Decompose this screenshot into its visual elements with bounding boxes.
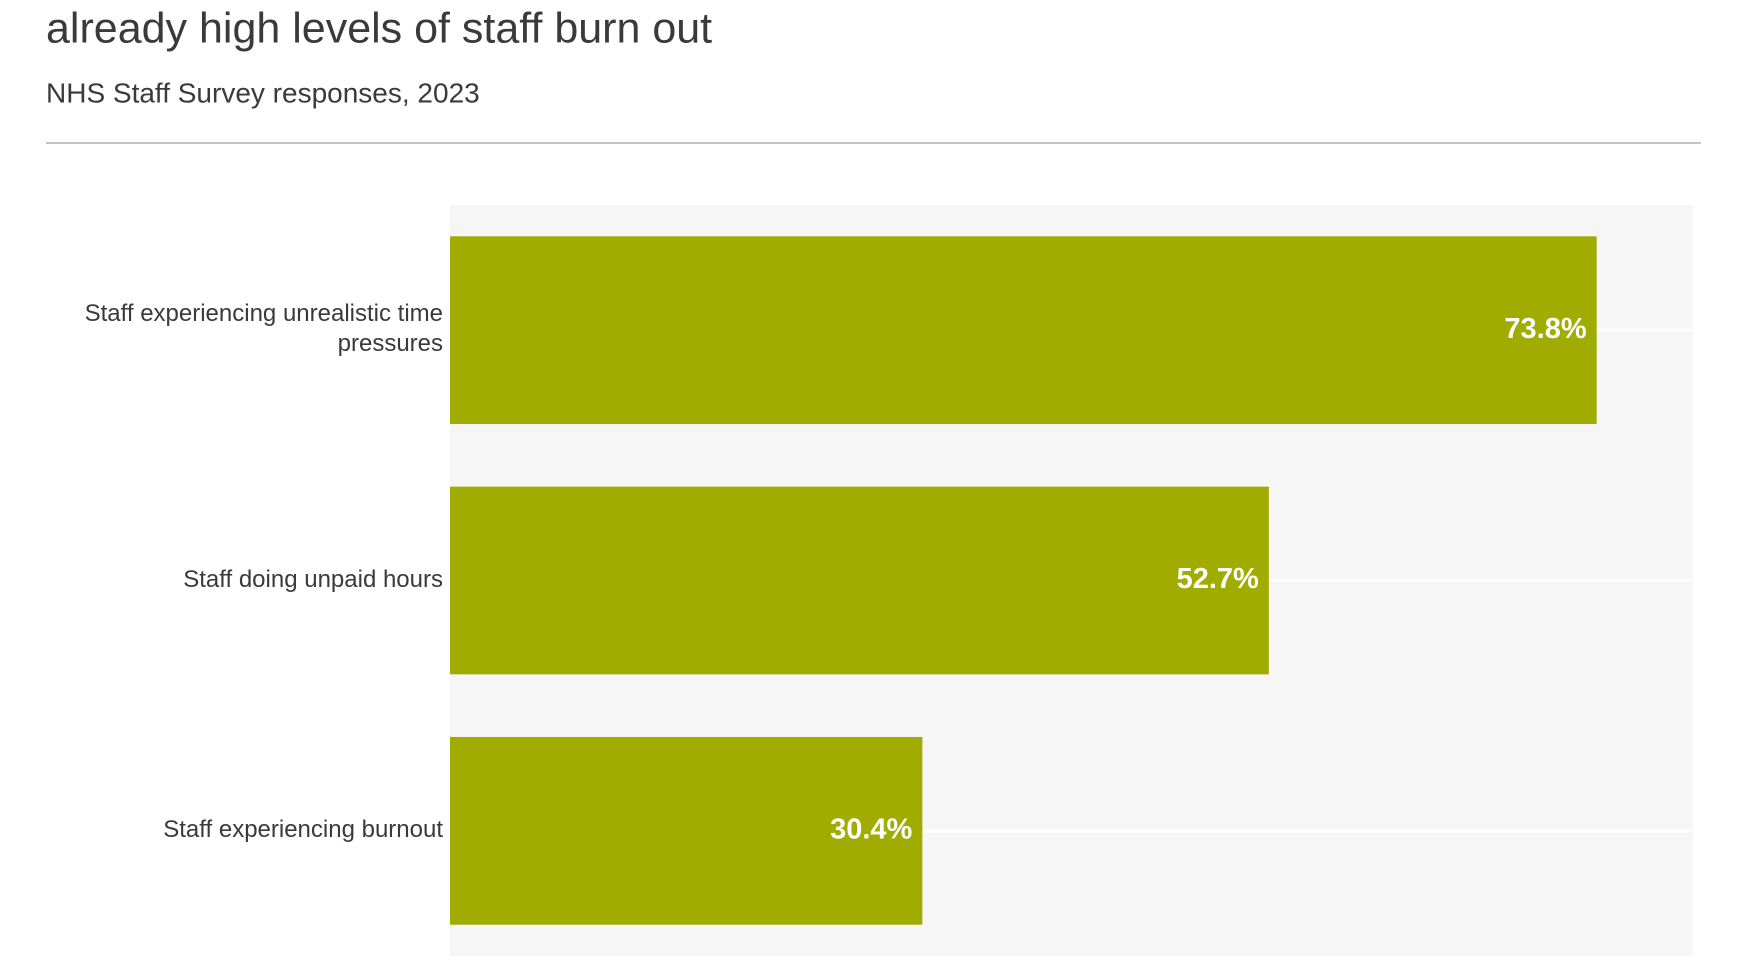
chart-title: already high levels of staff burn out (46, 4, 712, 52)
bar (450, 486, 1269, 675)
value-label: 73.8% (1504, 313, 1586, 345)
category-label: Staff doing unpaid hours (183, 566, 443, 593)
category-label: Staff experiencing burnout (163, 816, 443, 843)
chart-subtitle: NHS Staff Survey responses, 2023 (46, 77, 480, 108)
value-label: 30.4% (830, 813, 912, 845)
bar (450, 236, 1597, 425)
bar (450, 736, 923, 925)
category-label: Staff experiencing unrealistic time press… (85, 301, 443, 358)
value-label: 52.7% (1177, 563, 1259, 595)
